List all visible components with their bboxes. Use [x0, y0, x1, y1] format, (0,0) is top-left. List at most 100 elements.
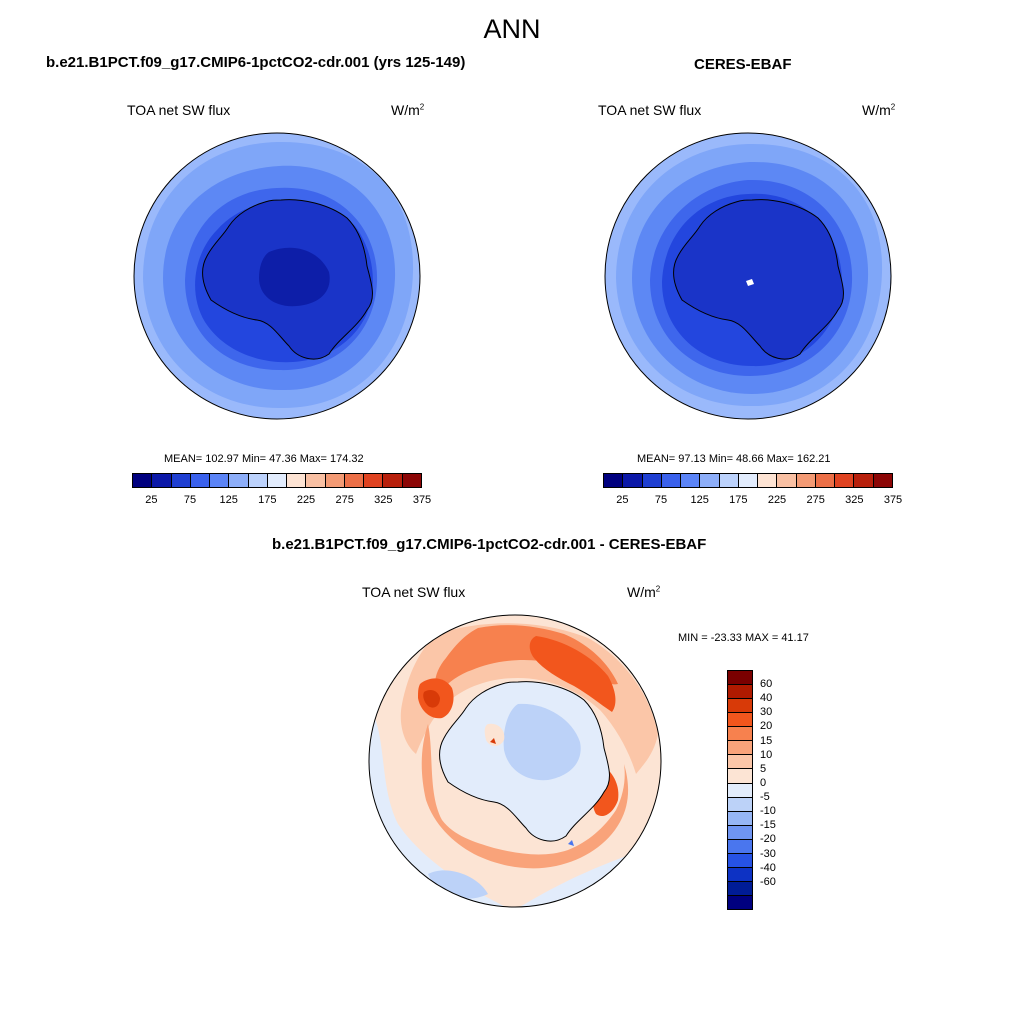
colorbar-tick-label: -15	[760, 819, 776, 832]
colorbar-tick-label: -5	[760, 791, 770, 804]
panel-2-title: CERES-EBAF	[694, 56, 792, 73]
colorbar-swatch	[325, 474, 345, 487]
panel-3-stats: MIN = -23.33 MAX = 41.17	[678, 632, 809, 644]
colorbar-swatch	[873, 474, 892, 487]
colorbar-swatch	[728, 699, 752, 714]
colorbar-swatch	[728, 797, 752, 812]
colorbar-swatch	[267, 474, 288, 487]
colorbar-tick-label: 125	[219, 494, 238, 506]
colorbar-tick-label: 25	[616, 494, 629, 506]
panel-2-variable: TOA net SW flux	[598, 102, 702, 118]
colorbar-swatch	[758, 474, 778, 487]
colorbar-tick-label: 20	[760, 720, 773, 733]
panel-1-colorbar	[132, 473, 422, 488]
colorbar-tick-label: 325	[374, 494, 393, 506]
colorbar-swatch	[728, 896, 752, 910]
panel-2-polar-map	[604, 132, 892, 420]
colorbar-swatch	[728, 713, 752, 728]
colorbar-tick-label: 60	[760, 678, 773, 691]
panel-3-colorbar-ticks: 60 40 30 20 15 10 5 0 -5 -10 -15 -20 -30 -40 -60	[760, 670, 790, 910]
colorbar-swatch	[229, 474, 249, 487]
colorbar-swatch	[719, 474, 739, 487]
colorbar-tick-label: 125	[690, 494, 709, 506]
colorbar-tick-label: 30	[760, 706, 773, 719]
colorbar-tick-label: 10	[760, 748, 773, 761]
colorbar-tick-label: 25	[145, 494, 158, 506]
colorbar-tick-label: 225	[767, 494, 787, 506]
colorbar-swatch	[623, 474, 643, 487]
colorbar-swatch	[661, 474, 682, 487]
panel-2-colorbar-ticks: 25 75 125 175 225 275 325 375	[603, 494, 902, 508]
colorbar-tick-label: -20	[760, 833, 776, 846]
colorbar-tick-label: -40	[760, 861, 776, 874]
panel-3-variable: TOA net SW flux	[362, 584, 466, 600]
colorbar-swatch	[728, 755, 752, 770]
colorbar-tick-label: 175	[258, 494, 277, 506]
colorbar-swatch	[815, 474, 836, 487]
colorbar-swatch	[728, 671, 752, 686]
panel-3-colorbar	[727, 670, 753, 910]
colorbar-swatch	[604, 474, 624, 487]
panel-2-stats: MEAN= 97.13 Min= 48.66 Max= 162.21	[637, 453, 831, 465]
colorbar-tick-label: 275	[335, 494, 354, 506]
colorbar-swatch	[642, 474, 662, 487]
panel-3-polar-map	[368, 614, 662, 908]
colorbar-tick-label: 0	[760, 776, 767, 789]
colorbar-swatch	[190, 474, 211, 487]
colorbar-swatch	[728, 867, 752, 882]
main-title: ANN	[483, 14, 541, 44]
colorbar-swatch	[854, 474, 874, 487]
colorbar-swatch	[344, 474, 365, 487]
colorbar-tick-label: 75	[654, 494, 668, 506]
colorbar-tick-label: 225	[296, 494, 316, 506]
colorbar-tick-label: 15	[760, 734, 773, 747]
colorbar-tick-label: 375	[412, 494, 432, 506]
colorbar-swatch	[728, 685, 752, 700]
colorbar-swatch	[728, 727, 752, 742]
panel-3-title: b.e21.B1PCT.f09_g17.CMIP6-1pctCO2-cdr.00…	[272, 536, 707, 553]
colorbar-swatch	[728, 811, 752, 826]
colorbar-swatch	[287, 474, 307, 487]
colorbar-swatch	[152, 474, 172, 487]
colorbar-swatch	[383, 474, 403, 487]
colorbar-swatch	[728, 881, 752, 896]
colorbar-swatch	[728, 741, 752, 756]
panel-1-stats: MEAN= 102.97 Min= 47.36 Max= 174.32	[164, 453, 364, 465]
colorbar-tick-label: 325	[845, 494, 864, 506]
panel-2-unit: W/m2	[862, 102, 896, 118]
colorbar-tick-label: 5	[760, 762, 767, 775]
panel-2-colorbar	[603, 473, 893, 488]
colorbar-swatch	[796, 474, 816, 487]
colorbar-swatch	[402, 474, 421, 487]
colorbar-swatch	[133, 474, 153, 487]
colorbar-tick-label: 75	[183, 494, 197, 506]
colorbar-swatch	[728, 825, 752, 840]
colorbar-swatch	[777, 474, 797, 487]
colorbar-swatch	[700, 474, 720, 487]
colorbar-swatch	[681, 474, 701, 487]
colorbar-swatch	[210, 474, 230, 487]
panel-1-unit: W/m2	[391, 102, 425, 118]
colorbar-tick-label: -60	[760, 875, 776, 888]
colorbar-swatch	[728, 839, 752, 854]
colorbar-swatch	[248, 474, 268, 487]
colorbar-tick-label: -30	[760, 847, 776, 860]
colorbar-swatch	[728, 769, 752, 784]
colorbar-tick-label: 175	[729, 494, 748, 506]
colorbar-swatch	[728, 853, 752, 868]
colorbar-tick-label: 275	[806, 494, 825, 506]
colorbar-swatch	[364, 474, 384, 487]
panel-1-polar-map	[133, 132, 421, 420]
panel-1-title: b.e21.B1PCT.f09_g17.CMIP6-1pctCO2-cdr.00…	[46, 54, 466, 71]
colorbar-swatch	[738, 474, 759, 487]
panel-3-unit: W/m2	[627, 584, 661, 600]
colorbar-tick-label: 375	[883, 494, 903, 506]
colorbar-swatch	[171, 474, 191, 487]
panel-1-colorbar-ticks: 25 75 125 175 225 275 325 375	[132, 494, 431, 508]
colorbar-swatch	[728, 783, 752, 798]
panel-1-variable: TOA net SW flux	[127, 102, 231, 118]
colorbar-swatch	[306, 474, 326, 487]
colorbar-tick-label: -10	[760, 805, 776, 818]
colorbar-swatch	[835, 474, 855, 487]
colorbar-tick-label: 40	[760, 692, 773, 705]
